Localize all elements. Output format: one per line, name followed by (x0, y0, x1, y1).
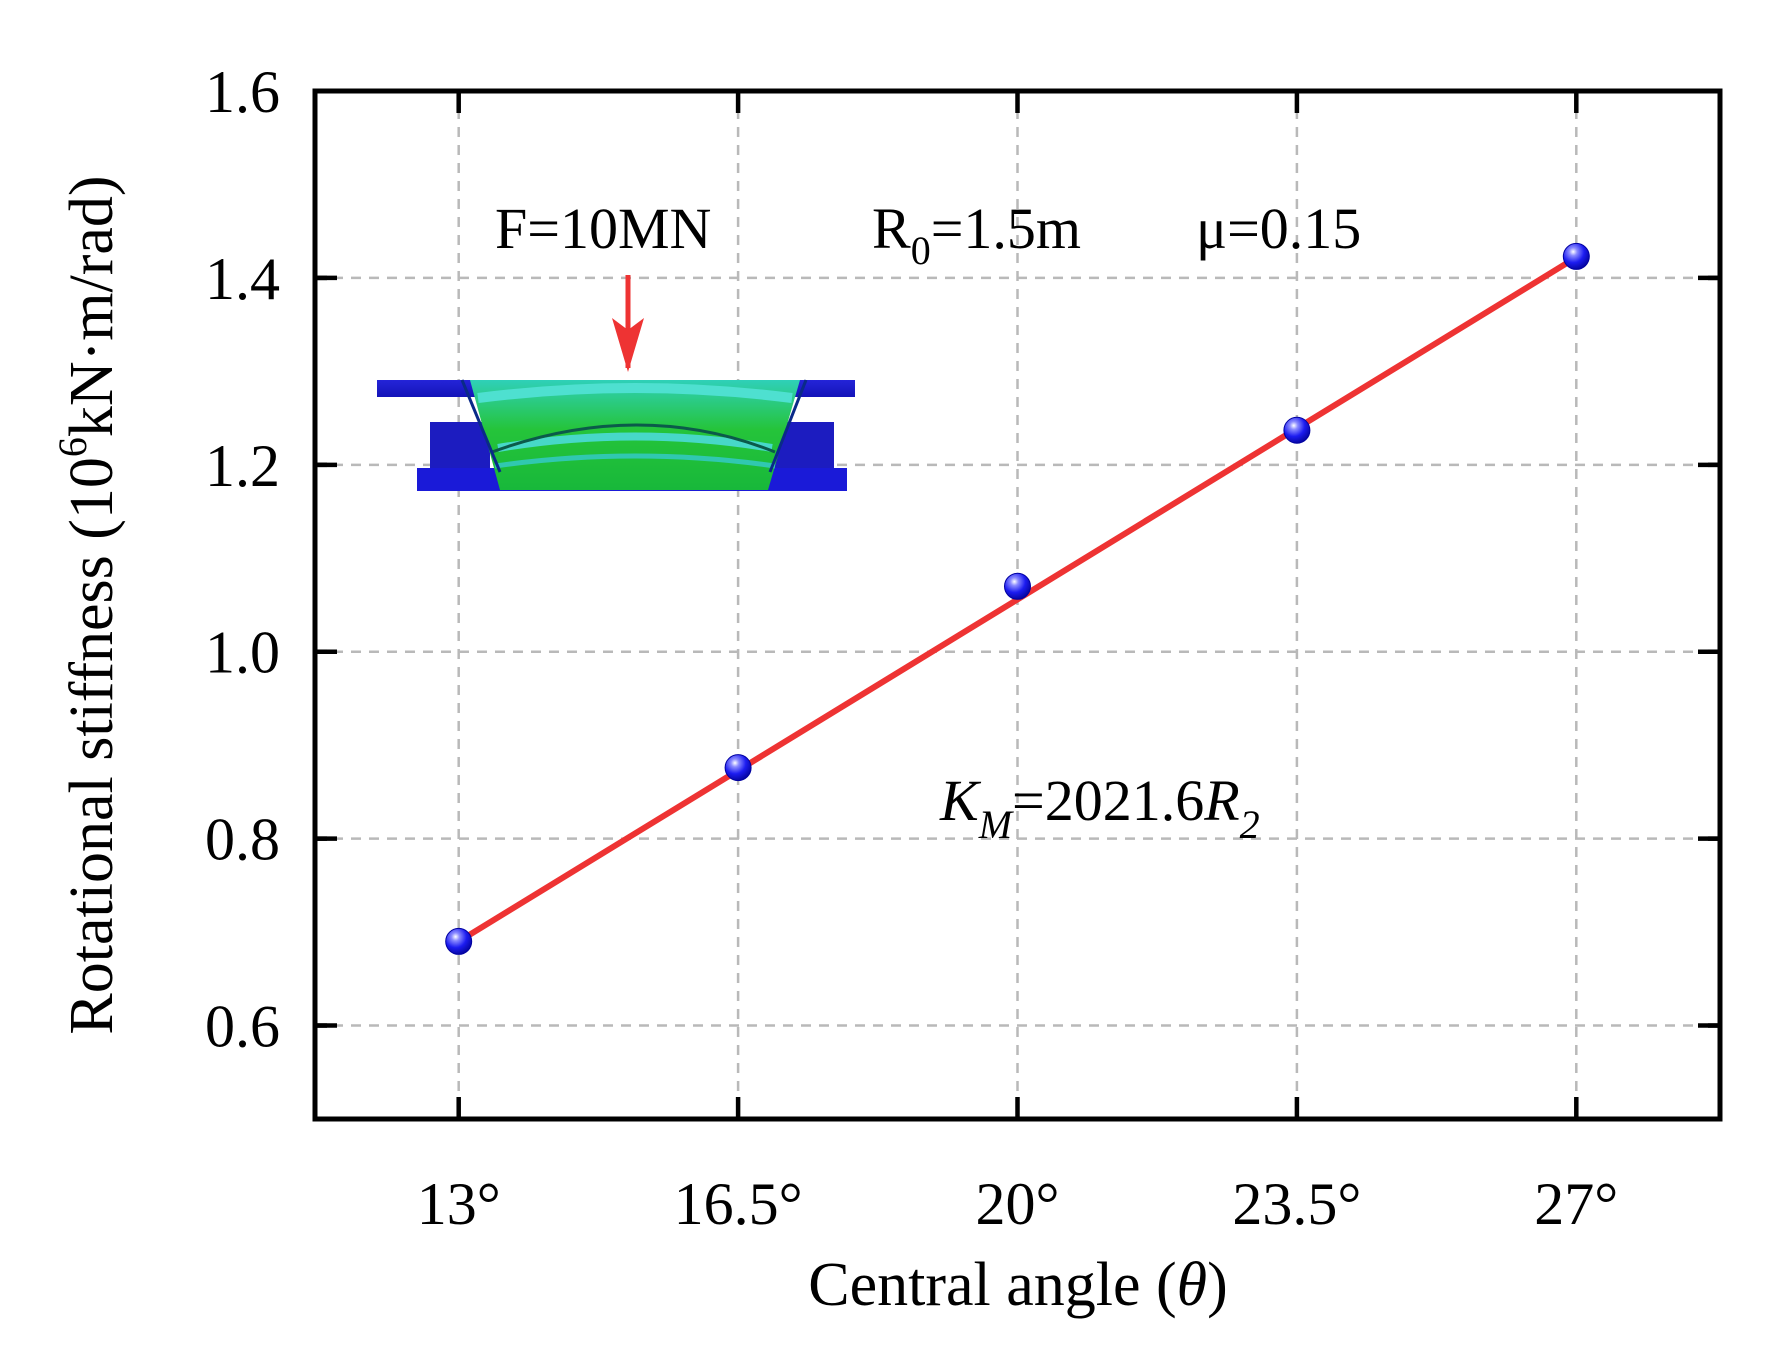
x-tick-label: 13° (417, 1171, 501, 1237)
y-tick-label: 1.4 (205, 246, 280, 312)
inset-right-edge (768, 379, 808, 473)
fit-formula-annotation: KM=2021.6R2 (939, 768, 1260, 847)
x-tick-label: 20° (976, 1171, 1060, 1237)
load-annotation: F=10MN (495, 196, 711, 261)
data-point (1562, 242, 1590, 270)
axis-ticks (315, 88, 1720, 1119)
y-tick-label: 0.6 (205, 994, 280, 1060)
inset-band-upper (477, 383, 793, 403)
radius-annotation: R0=1.5m (872, 196, 1081, 273)
data-point (445, 927, 473, 955)
y-tick-label: 1.0 (205, 620, 280, 686)
inset-left-block (430, 422, 490, 470)
inset-left-edge (460, 379, 502, 473)
y-tick-labels: 0.6 0.8 1.0 1.2 1.4 1.6 (205, 59, 280, 1060)
inset-spherical-interface (491, 423, 776, 454)
x-axis-title: Central angle (θ) (808, 1251, 1228, 1319)
load-arrow-head (612, 318, 644, 372)
inset-band-middle (497, 432, 773, 452)
bearing-fem-inset-image (377, 275, 855, 491)
x-tick-label: 27° (1534, 1171, 1618, 1237)
x-tick-label: 23.5° (1232, 1171, 1361, 1237)
data-point (724, 754, 752, 782)
friction-annotation: μ=0.15 (1196, 196, 1361, 261)
x-tick-labels: 13° 16.5° 20° 23.5° 27° (417, 1171, 1619, 1237)
y-tick-label: 0.8 (205, 807, 280, 873)
x-tick-label: 16.5° (674, 1171, 803, 1237)
inset-band-lower (494, 453, 776, 469)
y-axis-title: Rotational stiffness (106kN·m/rad) (50, 175, 126, 1034)
y-tick-label: 1.6 (205, 59, 280, 125)
grid-lines (315, 91, 1720, 1119)
y-tick-label: 1.2 (205, 433, 280, 499)
data-point (1283, 416, 1311, 444)
data-point (1004, 572, 1031, 600)
data-point-layer (445, 242, 1590, 955)
